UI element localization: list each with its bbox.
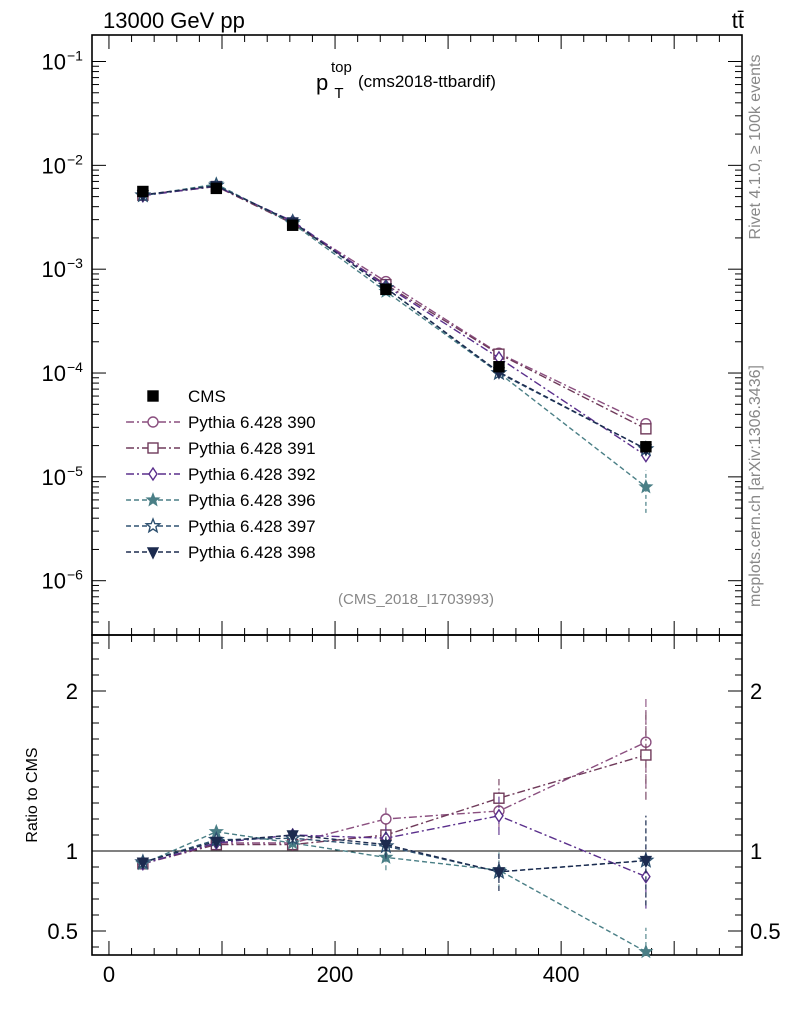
ratio-panel: 0.5 0.5 1 1 2 2 0 200 400 Ratio to CMS (24, 634, 781, 987)
legend-entry: Pythia 6.428 397 (126, 517, 316, 536)
legend-marker (147, 442, 159, 454)
series-line (142, 183, 647, 488)
legend-entry: Pythia 6.428 396 (126, 491, 316, 510)
legend-marker (147, 390, 159, 402)
ratio-y-tick-label-right: 2 (750, 679, 762, 704)
legend-marker (144, 517, 162, 534)
ratio-series-line (142, 815, 647, 878)
data-point (137, 185, 149, 198)
y-tick-label: 10 (42, 569, 66, 594)
legend-entry: Pythia 6.428 390 (126, 413, 316, 432)
legend: CMS Pythia 6.428 390 Pythia 6.428 391 Pythi… (126, 387, 316, 562)
x-tick-label: 0 (103, 962, 115, 987)
y-tick-label-exponent: −2 (67, 151, 83, 167)
y-tick-label-exponent: −6 (67, 567, 83, 583)
legend-marker (147, 416, 159, 428)
legend-label: Pythia 6.428 390 (188, 413, 316, 432)
legend-entry: Pythia 6.428 392 (126, 465, 316, 484)
ratio-series-line (142, 754, 647, 865)
ratio-series-line (142, 741, 647, 865)
ratio-y-tick-labels: 0.5 0.5 1 1 2 2 (47, 679, 780, 944)
y-tick-label: 10 (42, 465, 66, 490)
ratio-y-tick-label: 1 (66, 839, 78, 864)
header-right-label: tt̄ (732, 8, 744, 33)
ratio-y-tick-label-right: 1 (750, 839, 762, 864)
ratio-data-point (494, 808, 504, 824)
legend-label: Pythia 6.428 392 (188, 465, 316, 484)
y-tick-label-exponent: −3 (67, 255, 83, 271)
ratio-series-layer (134, 697, 655, 959)
data-point (286, 219, 299, 231)
series-pythia-6-428-396 (135, 176, 654, 513)
mcplots-label: mcplots.cern.ch [arXiv:1306.3436] (747, 365, 764, 607)
rivet-version-label: Rivet 4.1.0, ≥ 100k events (747, 55, 764, 240)
ratio-data-point (379, 839, 393, 853)
ratio-data-point (640, 749, 652, 761)
legend-label: CMS (188, 387, 226, 406)
main-axis-ticks (92, 35, 742, 636)
ratio-data-point (210, 836, 223, 849)
ratio-series-pythia-6-428-398 (136, 815, 653, 906)
ratio-y-tick-label: 2 (66, 679, 78, 704)
x-tick-label: 200 (317, 962, 354, 987)
y-tick-label: 10 (42, 50, 66, 75)
plot-title-suffix: (cms2018-ttbardif) (358, 72, 496, 91)
x-tick-labels: 0 200 400 (103, 962, 580, 987)
x-tick-label: 400 (543, 962, 580, 987)
ratio-data-point (638, 943, 654, 959)
plot-title-superscript: top (331, 59, 352, 76)
ratio-panel-frame (91, 634, 743, 956)
y-tick-label-exponent: −1 (67, 48, 83, 64)
ratio-data-point (492, 867, 506, 880)
ratio-y-tick-label-right: 0.5 (750, 919, 781, 944)
data-point (638, 478, 654, 494)
ratio-series-pythia-6-428-392 (138, 796, 651, 909)
data-point (210, 182, 223, 195)
legend-entry: CMS (147, 387, 226, 406)
data-point (493, 361, 505, 373)
y-tick-label-exponent: −5 (67, 463, 83, 479)
main-panel: 10−610−510−410−310−210−1 p T top (cms201… (42, 34, 743, 636)
ratio-axis-ticks (92, 635, 742, 955)
legend-marker (148, 466, 158, 482)
legend-label: Pythia 6.428 398 (188, 543, 316, 562)
y-tick-label: 10 (42, 153, 66, 178)
ratio-data-point (380, 813, 392, 825)
legend-marker (145, 492, 161, 507)
y-tick-label-exponent: −4 (67, 359, 83, 375)
analysis-watermark: (CMS_2018_I1703993) (338, 591, 494, 608)
data-point (640, 423, 652, 435)
ratio-data-point (286, 830, 299, 843)
plot-title: p T top (cms2018-ttbardif) (316, 52, 496, 103)
legend-label: Pythia 6.428 396 (188, 491, 316, 510)
y-tick-label: 10 (42, 361, 66, 386)
legend-marker (146, 547, 160, 560)
data-point (640, 441, 652, 453)
data-point (380, 283, 392, 296)
ratio-series-line (142, 831, 647, 953)
series-line (142, 185, 647, 450)
main-series-layer (134, 176, 655, 513)
legend-label: Pythia 6.428 397 (188, 517, 316, 536)
plot-title-subscript: T (334, 85, 343, 102)
series-line (142, 185, 647, 457)
y-tick-label: 10 (42, 257, 66, 282)
ratio-data-point (136, 857, 150, 870)
series-line (142, 184, 647, 450)
main-y-tick-labels: 10−610−510−410−310−210−1 (42, 48, 84, 594)
ratio-data-point (639, 855, 653, 869)
series-cms (137, 182, 652, 453)
plot-title-main: p (316, 70, 328, 95)
series-line (142, 185, 647, 425)
ratio-y-axis-label: Ratio to CMS (24, 747, 41, 842)
ratio-y-tick-label: 0.5 (47, 919, 78, 944)
legend-label: Pythia 6.428 391 (188, 439, 316, 458)
legend-entry: Pythia 6.428 398 (126, 543, 316, 562)
legend-entry: Pythia 6.428 391 (126, 439, 316, 458)
ratio-series-line (142, 834, 646, 873)
header-left-label: 13000 GeV pp (103, 8, 245, 33)
